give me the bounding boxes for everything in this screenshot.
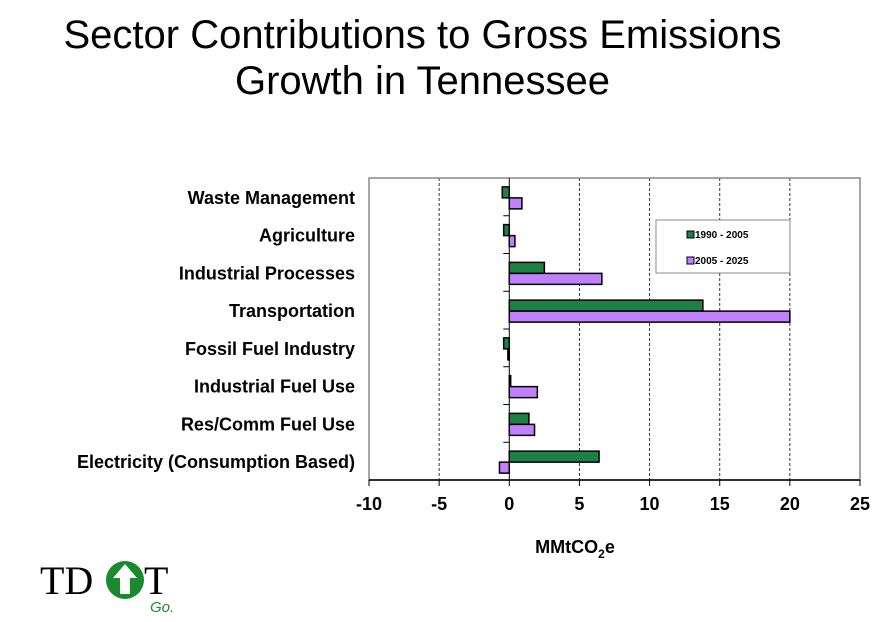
x-tick-label: 25 [850, 494, 870, 514]
x-tick-label: 5 [574, 494, 584, 514]
bar-1990-2005 [502, 337, 511, 350]
bar-2005-2025 [508, 385, 539, 399]
bar-1990-2005 [508, 450, 600, 463]
x-tick-label: 20 [780, 494, 800, 514]
category-label: Fossil Fuel Industry [185, 339, 355, 359]
svg-text:TD: TD [40, 558, 93, 603]
legend-label-2005-2025: 2005 - 2025 [695, 256, 749, 267]
x-tick-label: 0 [504, 494, 514, 514]
legend-label-1990-2005: 1990 - 2005 [695, 230, 749, 241]
category-label: Industrial Fuel Use [194, 377, 355, 397]
svg-text:T: T [144, 558, 168, 603]
category-label: Transportation [229, 301, 355, 321]
title-line-2: Growth in Tennessee [234, 59, 611, 103]
bar-2005-2025 [508, 423, 536, 437]
bar-2005-2025 [498, 461, 511, 474]
bar-1990-2005 [508, 261, 546, 275]
category-label: Res/Comm Fuel Use [181, 414, 355, 434]
bar-1990-2005 [508, 412, 530, 426]
category-label: Electricity (Consumption Based) [77, 452, 355, 472]
x-tick-label: 15 [710, 494, 730, 514]
legend-swatch-2005-2025 [686, 256, 695, 265]
chart-title: Sector Contributions to Gross Emissions … [0, 12, 845, 104]
x-tick-label: -5 [431, 494, 447, 514]
bar-2005-2025 [508, 197, 523, 210]
bar-1990-2005 [502, 223, 511, 237]
x-tick-label: 10 [640, 494, 660, 514]
x-axis-label: MMtCO2e [535, 537, 615, 561]
bar-2005-2025 [508, 272, 603, 286]
bar-2005-2025 [508, 234, 516, 248]
bar-2005-2025 [508, 310, 791, 323]
svg-text:Go.: Go. [150, 599, 174, 616]
bar-1990-2005 [501, 186, 511, 199]
tdot-logo: TD T Go. [40, 558, 174, 616]
legend: 1990 - 2005 2005 - 2025 [655, 219, 791, 274]
bar-1990-2005 [508, 299, 704, 312]
category-label: Industrial Processes [179, 263, 355, 283]
title-line-1: Sector Contributions to Gross Emissions [63, 13, 782, 57]
category-label: Agriculture [259, 226, 355, 246]
x-tick-label: -10 [356, 494, 382, 514]
legend-swatch-1990-2005 [686, 230, 695, 239]
category-label: Waste Management [188, 188, 355, 208]
